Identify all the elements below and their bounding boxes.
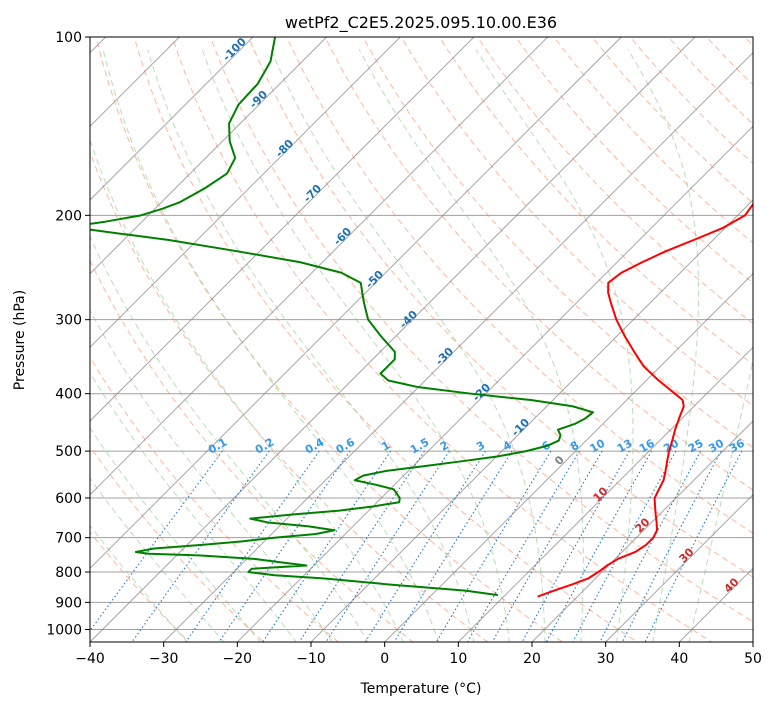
mixing-ratio-line	[521, 450, 630, 642]
moist-adiabat-line	[475, 49, 634, 642]
plot-background	[90, 37, 753, 642]
mixing-ratio-line	[364, 450, 486, 642]
moist-adiabat-line	[270, 49, 546, 642]
mixing-ratio-line	[131, 450, 270, 642]
x-tick-label: 50	[744, 651, 762, 667]
dry-adiabat-line	[90, 150, 489, 642]
x-axis-title: Temperature (°C)	[360, 681, 482, 697]
mixing-ratio-line	[491, 450, 603, 642]
dry-adiabat-line	[248, 37, 753, 578]
axis-layer: −40 −30 −20 −10 0 10 20 30 40 50 100 200 300 400 500 60…	[46, 30, 762, 667]
y-tick-label: 100	[55, 30, 82, 46]
x-tick-label: 20	[523, 651, 541, 667]
isotherm-line	[90, 37, 254, 201]
chart-title: wetPf2_C2E5.2025.095.10.00.E36	[285, 13, 557, 33]
moist-adiabat-line	[688, 358, 753, 642]
mixing-ratio-line	[621, 450, 722, 642]
moist-adiabat-line	[90, 234, 369, 642]
y-tick-label: 300	[55, 313, 82, 329]
y-tick-label: 200	[55, 208, 82, 224]
moist-adiabat-line	[358, 49, 584, 642]
isotherm-line	[90, 37, 328, 275]
dry-adiabat-line	[515, 37, 753, 284]
isotherm-line	[457, 346, 753, 642]
moist-adiabat-line	[90, 371, 297, 642]
y-tick-label: 500	[55, 444, 82, 460]
isotherm-line	[90, 37, 696, 642]
dry-adiabat-line	[438, 37, 753, 366]
isotherm-line	[90, 37, 549, 496]
isotherm-line	[90, 37, 401, 349]
moist-adiabat-line	[147, 49, 475, 642]
mixing-ratio-line	[599, 450, 702, 642]
mixing-ratio-line	[467, 450, 580, 642]
moist-adiabat-line	[90, 309, 333, 642]
isotherm-line	[531, 420, 753, 642]
isotherm-line	[236, 125, 753, 642]
x-tick-label: −10	[296, 651, 326, 667]
x-tick-label: −20	[223, 651, 253, 667]
mixing-ratio-line	[545, 450, 653, 642]
dry-adiabat-line	[400, 37, 753, 407]
dry-adiabat-line	[553, 37, 753, 244]
y-tick-label: 700	[55, 531, 82, 547]
moist-adiabat-line	[90, 427, 261, 642]
plot-frame	[89, 36, 754, 643]
isotherm-line	[163, 51, 753, 642]
dry-adiabat-line	[95, 37, 564, 642]
y-tick-label: 1000	[46, 622, 82, 638]
moist-adiabat-line	[102, 49, 440, 642]
dry-adiabat-line	[286, 37, 753, 534]
mixing-ratio-line	[218, 450, 351, 642]
y-tick-label: 400	[55, 387, 82, 403]
dry-adiabat-line	[171, 37, 713, 642]
isotherm-line	[310, 199, 753, 642]
moist-adiabat-line	[90, 524, 188, 642]
y-tick-label: 800	[55, 565, 82, 581]
mixing-ratio-line	[572, 450, 677, 642]
y-tick-label: 900	[55, 595, 82, 611]
isotherm-line	[384, 272, 753, 642]
mixing-ratio-line	[435, 450, 552, 642]
isotherm-line	[90, 37, 475, 422]
y-tick-label: 600	[55, 491, 82, 507]
temperature-profile-line	[537, 202, 753, 598]
moist-adiabat-line	[90, 138, 404, 642]
isotherm-line	[605, 493, 753, 642]
y-axis-title: Pressure (hPa)	[12, 290, 28, 390]
moist-adiabat-line	[627, 49, 700, 642]
mixing-ratio-line	[185, 450, 320, 642]
mixing-ratio-line	[393, 450, 513, 642]
isotherm-line	[752, 641, 753, 642]
x-tick-label: 10	[449, 651, 467, 667]
x-tick-label: −40	[75, 651, 105, 667]
moist-adiabat-line	[90, 477, 225, 642]
dry-adiabat-line	[209, 37, 753, 623]
moist-adiabat-line	[201, 49, 510, 642]
x-tick-label: 0	[380, 651, 389, 667]
series-layer	[90, 37, 753, 598]
dewpoint-profile-line	[90, 37, 595, 597]
grid-layer	[90, 37, 753, 642]
x-tick-label: 30	[597, 651, 615, 667]
dry-adiabat-line	[362, 37, 753, 449]
isotherm-line	[90, 37, 622, 570]
x-tick-label: −30	[149, 651, 179, 667]
x-tick-label: 40	[670, 651, 688, 667]
